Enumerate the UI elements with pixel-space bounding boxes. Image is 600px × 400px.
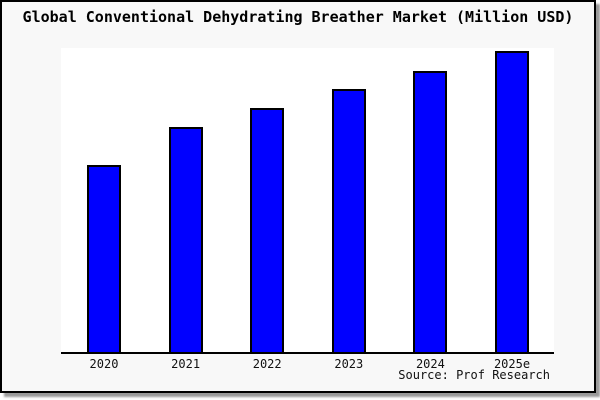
bar-2025e [495,51,529,354]
plot-area [61,48,554,354]
x-axis-label-2023: 2023 [334,357,364,371]
x-axis-label-2020: 2020 [89,357,119,371]
bar-2020 [87,165,121,354]
x-axis-label-2022: 2022 [252,357,282,371]
bar-2023 [331,89,366,354]
bar-2024 [413,71,448,354]
bar-2021 [168,127,203,354]
bar-2022 [250,108,285,354]
chart-panel: Global Conventional Dehydrating Breather… [0,0,596,393]
x-axis-label-2021: 2021 [171,357,201,371]
chart-title: Global Conventional Dehydrating Breather… [22,8,574,26]
source-credit: Source: Prof Research [398,368,550,382]
